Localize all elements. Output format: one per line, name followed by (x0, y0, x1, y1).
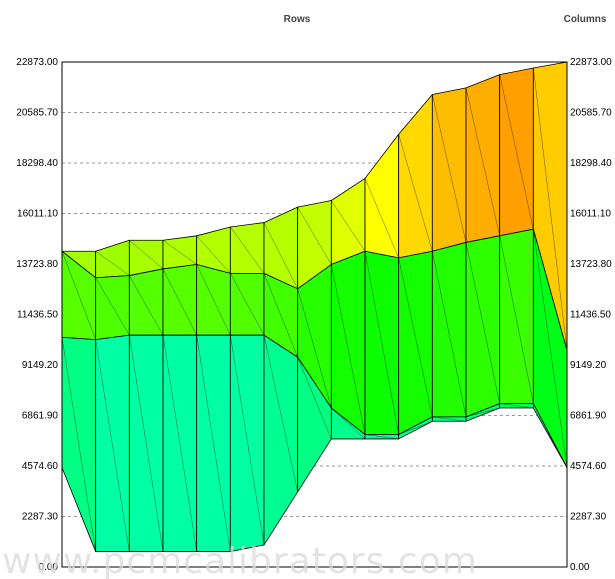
mesh-line (499, 74, 534, 230)
y-tick-label-right: 6861.90 (570, 411, 607, 422)
mesh-line (499, 235, 534, 404)
mesh-line (129, 275, 164, 336)
y-tick-label-left: 22873.00 (16, 57, 58, 68)
surface-facet (465, 235, 501, 418)
mesh-line (95, 251, 130, 276)
surface-facet (330, 250, 366, 435)
surface-mesh (61, 61, 568, 552)
plot-frame (61, 61, 568, 568)
surface-facet (95, 275, 130, 340)
mesh-line (95, 339, 130, 552)
y-tick-label-right: 11436.50 (570, 310, 611, 321)
mesh-line (533, 67, 568, 351)
mesh-line (263, 273, 298, 358)
mesh-line (398, 421, 433, 435)
y-tick-label-right: 20585.70 (570, 108, 612, 119)
surface-facet (229, 222, 265, 274)
y-tick-label-left: 18298.40 (16, 158, 58, 169)
mesh-line (95, 277, 130, 336)
mesh-line (465, 407, 500, 418)
mesh-line (196, 235, 231, 274)
y-tick-label-left: 20585.70 (16, 108, 58, 119)
tick-labels: 22873.00 22873.00 20585.70 20585.70 18298.40… (16, 57, 612, 573)
mesh-line (196, 264, 231, 336)
mesh-line (263, 335, 298, 492)
mesh-line (499, 403, 534, 409)
y-tick-label-left: 6861.90 (22, 411, 59, 422)
y-tick-label-right: 9149.20 (570, 360, 607, 371)
mesh-line (129, 335, 164, 552)
mesh-line (432, 416, 467, 422)
mesh-line (533, 229, 568, 468)
y-tick-label-right: 13723.80 (570, 259, 612, 270)
y-tick-label-left: 0.00 (39, 562, 59, 573)
y-tick-label-left: 9149.20 (22, 360, 59, 371)
mesh-line (196, 335, 231, 552)
mesh-line (465, 87, 500, 236)
surface-facet (128, 268, 164, 336)
y-tick-label-right: 0.00 (570, 562, 590, 573)
surface-facet (465, 74, 501, 243)
surface-facet (162, 264, 198, 336)
mesh-line (331, 200, 366, 252)
mesh-line (364, 251, 399, 435)
rows-axis-label: Rows (284, 14, 311, 25)
watermark: www.pcmcalibrators.com (2, 541, 478, 579)
mesh-line (331, 264, 366, 435)
mesh-line (297, 357, 332, 440)
columns-axis-label: Columns (564, 14, 607, 25)
mesh-line (162, 268, 197, 336)
y-tick-label-left: 2287.30 (22, 512, 59, 523)
mesh-line (398, 257, 433, 417)
mesh-line (129, 240, 164, 270)
mesh-line (61, 251, 96, 278)
mesh-line (230, 335, 265, 545)
surface-facet (364, 133, 400, 259)
y-tick-label-right: 18298.40 (570, 158, 612, 169)
mesh-line (61, 337, 96, 552)
y-tick-label-left: 4574.60 (22, 461, 59, 472)
mesh-line (297, 206, 332, 265)
surface-facet (330, 178, 366, 265)
surface-facet (398, 250, 433, 435)
mesh-line (162, 240, 197, 265)
mesh-line (230, 273, 265, 336)
mesh-line (263, 222, 298, 289)
mesh-line (61, 251, 96, 340)
mesh-line (465, 242, 500, 404)
y-tick-label-right: 4574.60 (570, 461, 607, 472)
mesh-line (432, 251, 467, 417)
y-tick-label-left: 13723.80 (16, 259, 58, 270)
y-tick-label-right: 16011.10 (570, 209, 611, 220)
y-tick-label-right: 2287.30 (570, 512, 607, 523)
mesh-line (230, 226, 265, 274)
mesh-line (398, 134, 433, 252)
surface-facet (263, 334, 299, 546)
y-tick-label-left: 16011.10 (17, 209, 58, 220)
surface-facet (431, 242, 467, 418)
mesh-line (533, 403, 568, 468)
mesh-line (432, 94, 467, 243)
mesh-line (364, 178, 399, 258)
y-tick-label-right: 22873.00 (570, 57, 612, 68)
mesh-line (162, 335, 197, 552)
mesh-line (331, 407, 366, 440)
mesh-line (297, 288, 332, 409)
mesh-line (364, 434, 399, 440)
y-tick-label-left: 11436.50 (17, 310, 58, 321)
